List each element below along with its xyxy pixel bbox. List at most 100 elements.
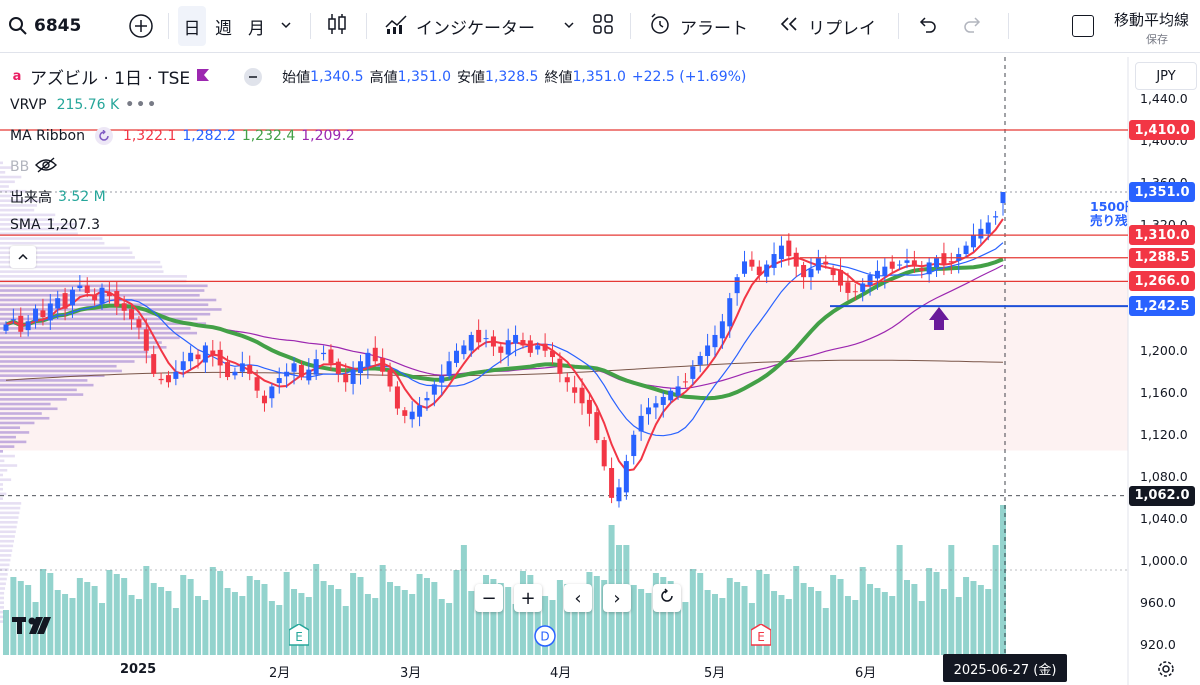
vrvp-bar	[0, 601, 4, 604]
candle-body	[638, 415, 644, 432]
volume-bar	[815, 591, 822, 655]
legend-sma[interactable]: SMA 1,207.3	[10, 217, 100, 233]
volume-bar	[446, 603, 453, 655]
volume-bar	[135, 599, 142, 655]
collapse-legend-button[interactable]	[10, 246, 36, 268]
collapse-icon[interactable]	[244, 67, 263, 86]
candle-body	[557, 358, 563, 374]
vrvp-bar	[0, 568, 9, 571]
volume-bar	[586, 572, 593, 655]
vrvp-bar	[0, 478, 12, 482]
legend-volume[interactable]: 出来高 3.52 M	[10, 187, 106, 207]
legend-ma-ribbon[interactable]: MA Ribbon 1,322.1 1,282.2 1,232.4 1,209.…	[10, 127, 355, 145]
vrvp-bar	[0, 412, 42, 415]
interval-month[interactable]: 月	[248, 18, 265, 39]
vrvp-bar	[0, 237, 103, 240]
volume-bar	[335, 589, 342, 655]
templates-button[interactable]	[592, 0, 614, 52]
vrvp-bar	[0, 308, 222, 311]
layout-checkbox[interactable]	[1072, 0, 1094, 52]
earnings-event-marker[interactable]: E	[288, 623, 310, 646]
candle-body	[941, 253, 947, 265]
eye-off-icon[interactable]	[35, 157, 58, 177]
dividend-event-marker[interactable]: D	[534, 625, 556, 647]
candle-body	[564, 377, 570, 383]
vrvp-bar	[0, 492, 7, 496]
candle-body	[47, 303, 53, 321]
undo-button[interactable]	[916, 0, 938, 52]
vrvp-bar	[0, 284, 208, 288]
volume-bar	[453, 570, 460, 655]
settings-gear-icon[interactable]	[1156, 659, 1176, 683]
interval-week[interactable]: 週	[215, 18, 232, 39]
scroll-right-button[interactable]: ›	[603, 584, 631, 612]
vrvp-bar	[0, 298, 217, 302]
tradingview-logo[interactable]	[12, 614, 52, 640]
replay-button[interactable]: リプレイ	[778, 0, 876, 52]
redo-button[interactable]	[962, 0, 984, 52]
volume-bar	[771, 591, 778, 655]
indicators-button[interactable]: インジケーター	[384, 0, 575, 52]
volume-bar	[881, 592, 888, 655]
ma3-line	[5, 257, 1004, 401]
refresh-icon[interactable]	[94, 127, 113, 145]
vrvp-bar	[0, 582, 6, 586]
candle-body	[838, 270, 844, 286]
volume-bar	[549, 600, 556, 655]
layout-name[interactable]: 移動平均線	[1114, 11, 1190, 29]
price-level-box[interactable]: 1,310.0	[1129, 225, 1195, 246]
compare-button[interactable]	[128, 0, 154, 52]
interval-day[interactable]: 日	[178, 6, 206, 46]
more-dots-icon[interactable]: •••	[125, 97, 159, 113]
vrvp-bar	[0, 346, 167, 349]
currency-select[interactable]: JPY	[1135, 62, 1197, 90]
interval-dropdown[interactable]	[280, 0, 292, 52]
vrvp-bar	[0, 251, 133, 255]
volume-bar	[778, 595, 785, 655]
price-level-box[interactable]: 1,242.5	[1129, 296, 1195, 317]
vrvp-bar	[0, 530, 16, 534]
vrvp-bar	[0, 426, 21, 429]
price-level-box[interactable]: 1,351.0	[1129, 182, 1195, 203]
candle-body	[476, 329, 482, 343]
zoom-in-button[interactable]: +	[514, 584, 542, 612]
candle-body	[734, 277, 740, 294]
candle-body	[786, 240, 792, 257]
price-level-box[interactable]: 1,288.5	[1129, 247, 1195, 268]
candle-body	[210, 350, 216, 355]
volume-bar	[719, 598, 726, 655]
price-level-box[interactable]: 1,266.0	[1129, 271, 1195, 292]
reset-chart-button[interactable]	[653, 584, 681, 612]
y-tick-label: 920.0	[1140, 637, 1176, 652]
chart-type-button[interactable]	[326, 0, 348, 52]
symbol-search[interactable]: 6845	[8, 0, 81, 52]
candle-body	[860, 283, 866, 292]
scroll-left-button[interactable]: ‹	[564, 584, 592, 612]
legend-bb[interactable]: BB	[10, 157, 58, 177]
vrvp-bar	[0, 468, 8, 472]
candle-body	[328, 349, 334, 364]
volume-bar	[261, 584, 268, 655]
price-level-box[interactable]: 1,410.0	[1129, 120, 1195, 141]
volume-bar	[291, 589, 298, 655]
candle-body	[431, 384, 437, 395]
vrvp-bar	[0, 322, 207, 325]
candle-body	[660, 396, 666, 405]
volume-bar	[682, 602, 689, 655]
vrvp-bar	[0, 204, 37, 207]
price-level-box[interactable]: 1,062.0	[1129, 485, 1195, 506]
price-chart[interactable]	[0, 52, 1200, 685]
zoom-out-button[interactable]: −	[475, 584, 503, 612]
candle-body	[520, 340, 526, 346]
volume-bar	[357, 577, 364, 655]
checkbox-icon	[1072, 15, 1094, 37]
candle-body	[808, 268, 814, 278]
legend-vrvp[interactable]: VRVP 215.76 K •••	[10, 97, 158, 113]
alert-button[interactable]: アラート	[648, 0, 748, 52]
vrvp-bar	[0, 615, 4, 619]
candle-body	[963, 245, 969, 255]
ma3-value: 1,232.4	[241, 128, 296, 144]
earnings-event-marker-2[interactable]: E	[750, 623, 772, 646]
candle-body	[62, 293, 68, 309]
save-label[interactable]: 保存	[1146, 33, 1168, 46]
